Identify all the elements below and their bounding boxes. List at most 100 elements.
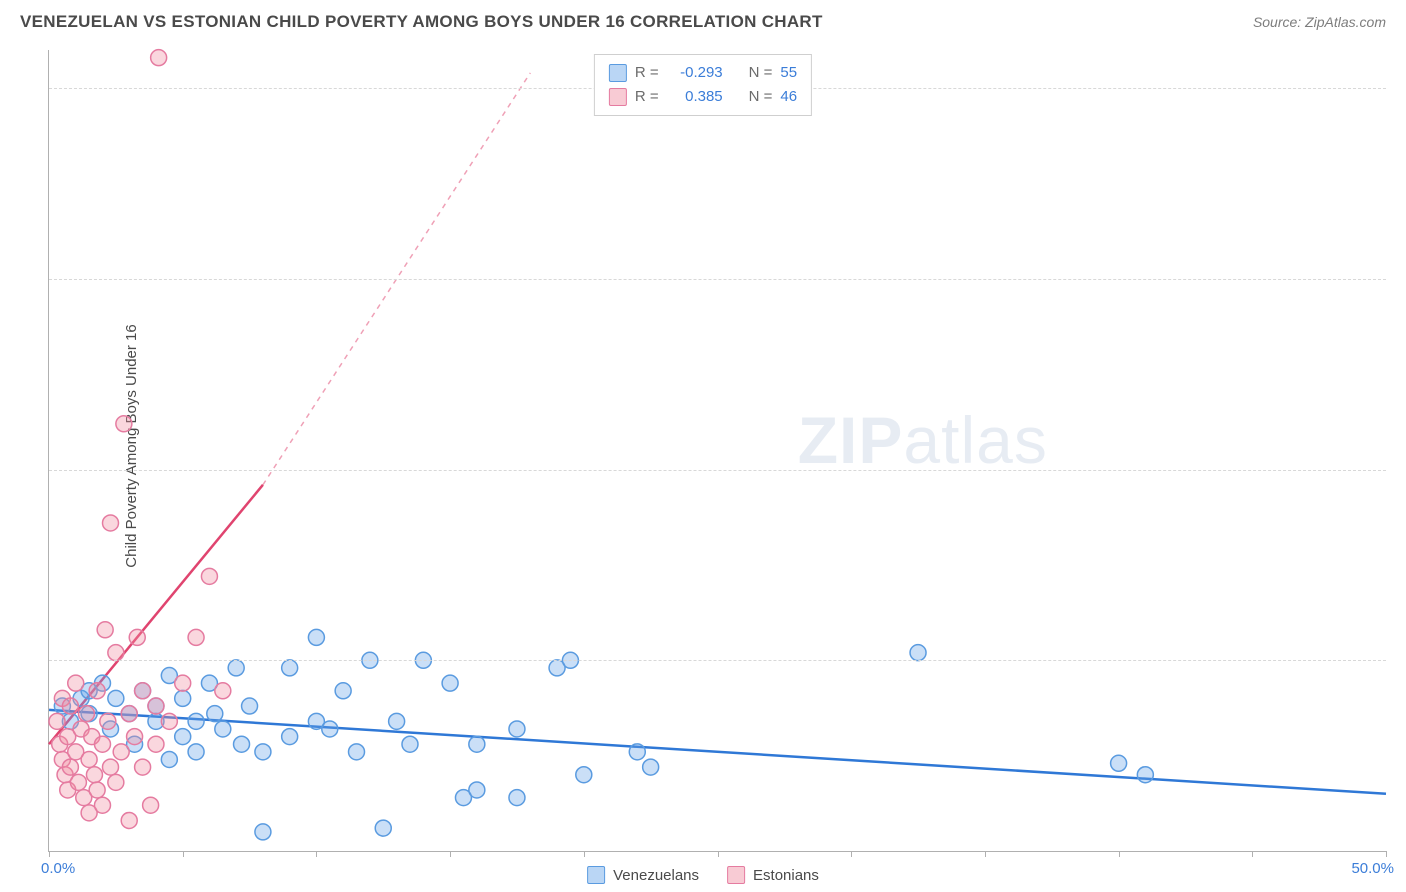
x-tick-last: 50.0% xyxy=(1351,860,1394,877)
legend-swatch xyxy=(609,88,627,106)
data-point xyxy=(442,675,458,691)
data-point xyxy=(282,660,298,676)
data-point xyxy=(62,759,78,775)
r-label: R = xyxy=(635,85,659,109)
x-tick xyxy=(49,851,50,857)
data-point xyxy=(234,736,250,752)
n-value: 46 xyxy=(780,85,797,109)
data-point xyxy=(469,782,485,798)
legend-label: Venezuelans xyxy=(613,867,699,884)
n-label: N = xyxy=(749,61,773,85)
data-point xyxy=(629,744,645,760)
data-point xyxy=(121,812,137,828)
data-point xyxy=(1111,755,1127,771)
chart-container: ZIPatlas 0.0% 50.0% 25.0%50.0%75.0%100.0… xyxy=(48,50,1386,852)
x-tick xyxy=(183,851,184,857)
data-point xyxy=(81,751,97,767)
data-point xyxy=(113,744,129,760)
data-point xyxy=(375,820,391,836)
x-tick xyxy=(1252,851,1253,857)
legend-swatch xyxy=(727,866,745,884)
data-point xyxy=(175,690,191,706)
gridline xyxy=(49,660,1386,661)
data-point xyxy=(129,629,145,645)
legend-swatch xyxy=(609,64,627,82)
data-point xyxy=(201,568,217,584)
legend-item: Venezuelans xyxy=(587,866,699,884)
data-point xyxy=(643,759,659,775)
r-value: 0.385 xyxy=(667,85,723,109)
legend-item: Estonians xyxy=(727,866,819,884)
data-point xyxy=(78,706,94,722)
legend-swatch xyxy=(587,866,605,884)
stats-row: R = 0.385 N = 46 xyxy=(609,85,797,109)
data-point xyxy=(175,675,191,691)
source-attribution: Source: ZipAtlas.com xyxy=(1253,14,1386,30)
data-point xyxy=(108,690,124,706)
data-point xyxy=(255,824,271,840)
data-point xyxy=(127,729,143,745)
data-point xyxy=(207,706,223,722)
x-tick xyxy=(1119,851,1120,857)
data-point xyxy=(86,767,102,783)
data-point xyxy=(469,736,485,752)
data-point xyxy=(215,683,231,699)
data-point xyxy=(308,629,324,645)
r-value: -0.293 xyxy=(667,61,723,85)
x-tick xyxy=(1386,851,1387,857)
data-point xyxy=(509,790,525,806)
x-tick xyxy=(584,851,585,857)
y-tick-label: 50.0% xyxy=(1396,461,1406,478)
data-point xyxy=(282,729,298,745)
data-point xyxy=(108,774,124,790)
scatter-svg xyxy=(49,50,1386,851)
data-point xyxy=(135,683,151,699)
x-tick xyxy=(985,851,986,857)
data-point xyxy=(70,774,86,790)
data-point xyxy=(89,782,105,798)
x-tick-first: 0.0% xyxy=(41,860,75,877)
data-point xyxy=(97,622,113,638)
data-point xyxy=(143,797,159,813)
legend: Venezuelans Estonians xyxy=(587,866,819,884)
data-point xyxy=(228,660,244,676)
gridline xyxy=(49,470,1386,471)
data-point xyxy=(121,706,137,722)
data-point xyxy=(188,629,204,645)
chart-title: VENEZUELAN VS ESTONIAN CHILD POVERTY AMO… xyxy=(20,12,823,32)
data-point xyxy=(148,698,164,714)
y-tick-label: 25.0% xyxy=(1396,652,1406,669)
data-point xyxy=(242,698,258,714)
plot-area: ZIPatlas 0.0% 50.0% 25.0%50.0%75.0%100.0… xyxy=(48,50,1386,852)
data-point xyxy=(509,721,525,737)
y-tick-label: 75.0% xyxy=(1396,270,1406,287)
data-point xyxy=(161,751,177,767)
data-point xyxy=(116,416,132,432)
data-point xyxy=(89,683,105,699)
data-point xyxy=(108,645,124,661)
data-point xyxy=(910,645,926,661)
data-point xyxy=(68,675,84,691)
data-point xyxy=(62,698,78,714)
data-point xyxy=(402,736,418,752)
data-point xyxy=(135,759,151,775)
stats-row: R =-0.293N =55 xyxy=(609,61,797,85)
trend-line xyxy=(49,710,1386,794)
x-tick xyxy=(718,851,719,857)
data-point xyxy=(576,767,592,783)
data-point xyxy=(188,713,204,729)
x-tick xyxy=(316,851,317,857)
data-point xyxy=(161,713,177,729)
data-point xyxy=(49,713,65,729)
n-value: 55 xyxy=(780,61,797,85)
data-point xyxy=(255,744,271,760)
data-point xyxy=(103,759,119,775)
data-point xyxy=(389,713,405,729)
data-point xyxy=(94,797,110,813)
data-point xyxy=(103,515,119,531)
data-point xyxy=(100,713,116,729)
data-point xyxy=(335,683,351,699)
y-tick-label: 100.0% xyxy=(1396,80,1406,97)
data-point xyxy=(322,721,338,737)
n-label: N = xyxy=(749,85,773,109)
